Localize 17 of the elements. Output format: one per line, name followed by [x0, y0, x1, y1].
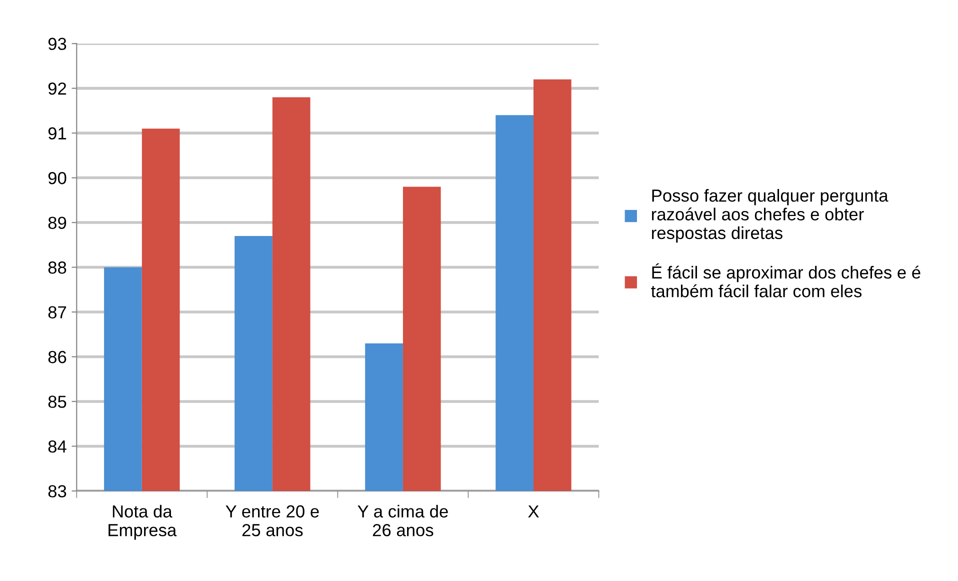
- y-tick-label: 90: [48, 172, 66, 184]
- legend-label: É fácil se aproximar dos chefes e é também fácil falar com eles: [651, 263, 920, 298]
- x-tick-label: Y entre 20 e 25 anos: [226, 505, 319, 536]
- x-tick-label: Nota da Empresa: [108, 504, 177, 540]
- legend-label: Posso fazer qualquer pergunta razoável aos chefes e obter respostas diretas: [652, 189, 888, 243]
- y-tick-label: 89: [48, 216, 66, 229]
- y-tick-label: 84: [48, 440, 66, 453]
- y-tick-label: 86: [48, 350, 66, 364]
- y-tick-label: 92: [48, 82, 66, 95]
- y-tick-label: 93: [48, 38, 66, 50]
- x-tick-label: X: [528, 505, 539, 518]
- x-tick-label: Y a cima de 26 anos: [358, 504, 448, 536]
- y-tick-label: 88: [48, 261, 66, 274]
- y-tick-label: 91: [48, 127, 66, 140]
- y-tick-label: 87: [48, 306, 66, 318]
- y-tick-label: 83: [48, 485, 66, 498]
- y-tick-label: 85: [48, 396, 66, 408]
